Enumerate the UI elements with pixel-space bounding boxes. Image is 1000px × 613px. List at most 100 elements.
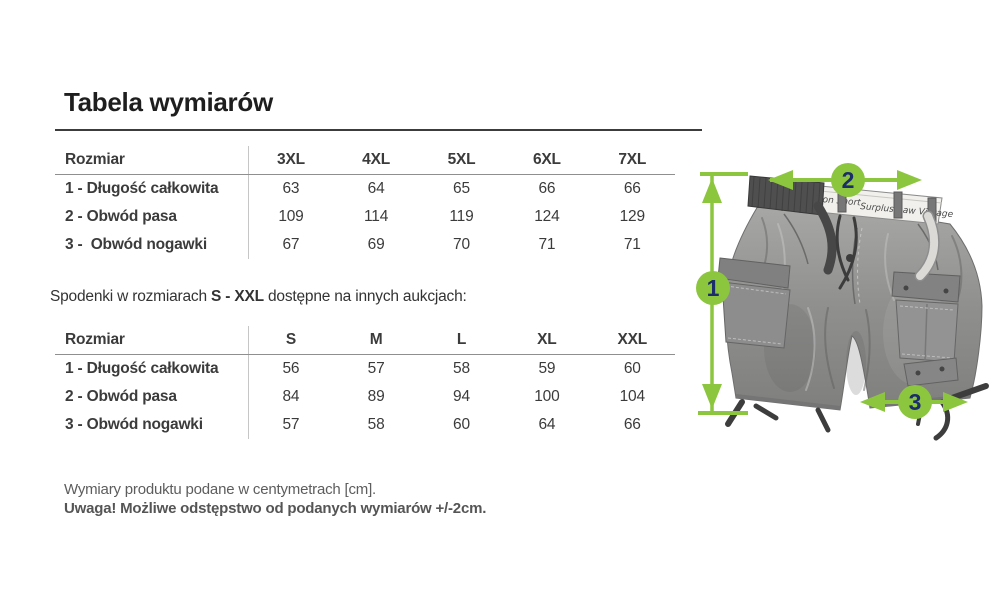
table-row: 1 - Długość całkowita 63 64 65 66 66	[55, 174, 675, 203]
size-column-header: Rozmiar	[55, 326, 249, 355]
size-cell: 60	[623, 360, 641, 377]
size-cell: 66	[623, 416, 641, 433]
size-cell: 71	[538, 236, 556, 253]
other-sizes-note-range: S - XXL	[211, 288, 264, 305]
size-cell: 66	[538, 180, 556, 197]
arrow-up-icon	[702, 178, 722, 203]
size-cell: 58	[367, 416, 385, 433]
arrow-left-icon	[860, 392, 885, 412]
size-cell: 63	[282, 180, 300, 197]
page-title: Tabela wymiarów	[64, 87, 273, 117]
right-lower-band	[903, 357, 959, 387]
size-cell: 69	[367, 236, 385, 253]
other-sizes-note-suffix: dostępne na innych aukcjach:	[263, 288, 467, 305]
size-column-header: L	[418, 326, 505, 355]
belt-loop	[893, 191, 903, 219]
callout-circle-1	[696, 271, 730, 305]
drawstring-knot	[846, 254, 854, 262]
measure-row-label: 1 - Długość całkowita	[55, 354, 249, 383]
measure-row-label: 2 - Obwód pasa	[55, 383, 249, 411]
crotch-shadow	[846, 331, 866, 395]
size-cell: 64	[367, 180, 385, 197]
callout-number-1: 1	[707, 275, 720, 301]
right-pocket-pleat	[924, 303, 928, 361]
arrow-right-icon	[943, 392, 968, 412]
table-row: 3 - Obwód nogawki 57 58 60 64 66	[55, 411, 675, 439]
size-column-header: S	[248, 326, 334, 355]
size-column-header: XXL	[589, 326, 675, 355]
size-cell: 109	[278, 208, 304, 225]
snap-button	[939, 366, 945, 372]
measure-row-label: 3 - Obwód nogawki	[55, 411, 249, 439]
table-row: 3 - Obwód nogawki 67 69 70 71 71	[55, 231, 675, 259]
units-note: Wymiary produktu podane w centymetrach […	[64, 481, 377, 498]
belt-ribbing	[751, 176, 821, 215]
size-cell: 64	[538, 416, 556, 433]
shorts-photo: Division Short Surplus Raw Vintage	[696, 163, 989, 441]
left-cargo-pocket-flap	[717, 257, 791, 289]
size-cell: 58	[453, 360, 470, 377]
size-column-header: 4XL	[333, 146, 419, 175]
title-divider	[55, 129, 702, 131]
fly-stitch	[857, 227, 863, 305]
other-sizes-note: Spodenki w rozmiarach S - XXL dostępne n…	[50, 288, 467, 306]
size-cell: 67	[282, 236, 300, 253]
size-cell: 60	[453, 416, 470, 433]
size-cell: 119	[449, 208, 474, 225]
size-column-header: M	[333, 326, 419, 355]
callout-circle-3	[898, 385, 932, 419]
right-pocket-stitching	[899, 305, 955, 359]
shorts-illustration: Division Short Surplus Raw Vintage	[717, 175, 989, 441]
size-cell: 56	[282, 360, 300, 377]
callout-circle-2	[831, 163, 865, 197]
size-cell: 57	[367, 360, 385, 377]
arrow-left-icon	[768, 170, 793, 190]
size-cell: 89	[367, 388, 385, 405]
size-column-header: XL	[504, 326, 590, 355]
size-cell: 66	[623, 180, 641, 197]
size-cell: 100	[534, 388, 560, 405]
callout-number-2: 2	[842, 167, 855, 193]
left-front-pocket-seam	[783, 213, 809, 265]
size-table-s-xxl: Rozmiar S M L XL XXL 1 - Długość całkowi…	[55, 326, 675, 439]
tolerance-note: Uwaga! Możliwe odstępstwo od podanych wy…	[64, 500, 487, 517]
size-cell: 129	[619, 208, 645, 225]
snap-button	[943, 288, 949, 294]
footnotes: Wymiary produktu podane w centymetrach […	[64, 480, 486, 518]
table-row: 2 - Obwód pasa 84 89 94 100 104	[55, 383, 675, 411]
right-cargo-pocket-flap	[891, 271, 961, 303]
snap-button	[915, 370, 921, 376]
table-row: 1 - Długość całkowita 56 57 58 59 60	[55, 354, 675, 383]
size-cell: 84	[282, 388, 300, 405]
size-cell: 94	[453, 388, 470, 405]
left-cargo-pocket	[721, 281, 791, 349]
size-cell: 71	[623, 236, 641, 253]
size-cell: 65	[453, 180, 470, 197]
callout-number-3: 3	[909, 389, 922, 415]
size-cell: 70	[453, 236, 470, 253]
size-column-header: 7XL	[589, 146, 675, 175]
measure-row-label: 3 - Obwód nogawki	[55, 231, 249, 259]
webbing-strap	[916, 212, 939, 280]
left-pocket-stitching	[725, 285, 787, 345]
size-cell: 114	[364, 208, 389, 225]
belt-tail-strap	[813, 201, 837, 275]
other-sizes-note-prefix: Spodenki w rozmiarach	[50, 288, 212, 305]
measure-row-label: 2 - Obwód pasa	[55, 203, 249, 231]
size-cell: 124	[534, 208, 560, 225]
size-column-header: Rozmiar	[55, 146, 249, 175]
table-header-row: Rozmiar S M L XL XXL	[55, 326, 675, 355]
size-column-header: 6XL	[504, 146, 590, 175]
measure-row-label: 1 - Długość całkowita	[55, 174, 249, 203]
left-hem	[735, 394, 841, 410]
size-cell: 59	[538, 360, 556, 377]
size-cell: 104	[619, 388, 645, 405]
drawstring	[835, 214, 850, 282]
size-table-3xl-7xl: Rozmiar 3XL 4XL 5XL 6XL 7XL 1 - Długość …	[55, 146, 675, 259]
table-row: 2 - Obwód pasa 109 114 119 124 129	[55, 203, 675, 231]
size-column-header: 5XL	[418, 146, 505, 175]
product-measurement-diagram: Division Short Surplus Raw Vintage	[690, 158, 1000, 448]
drawstring	[838, 216, 858, 290]
arrow-down-icon	[702, 384, 722, 409]
